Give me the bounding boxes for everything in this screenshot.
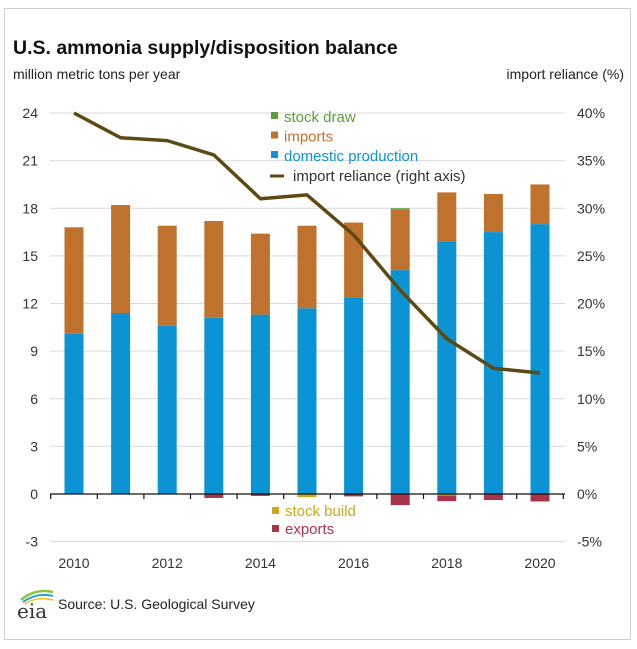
- y2-tick-label: 10%: [577, 391, 605, 407]
- bar-domestic-production: [297, 308, 317, 494]
- bar-domestic-production: [157, 325, 177, 494]
- bar-imports: [204, 220, 224, 318]
- chart-frame: [4, 8, 631, 640]
- bar-exports: [250, 494, 270, 496]
- x-tick-label: 2014: [245, 555, 276, 571]
- bar-domestic-production: [530, 224, 550, 494]
- bar-imports: [111, 205, 131, 314]
- bar-imports: [530, 184, 550, 225]
- y-tick-label: 0: [30, 486, 38, 502]
- bar-imports: [483, 193, 503, 233]
- legend-swatch-domestic-production: [271, 151, 278, 158]
- right-axis-label: import reliance (%): [506, 66, 624, 82]
- x-tick-label: 2010: [58, 555, 89, 571]
- x-tick-label: 2016: [338, 555, 369, 571]
- bar-exports: [530, 494, 550, 502]
- bar-exports: [204, 494, 224, 498]
- y2-tick-label: 20%: [577, 296, 605, 312]
- y-tick-label: -3: [26, 534, 39, 550]
- bar-domestic-production: [483, 232, 503, 494]
- y2-tick-label: 40%: [577, 105, 605, 121]
- bar-imports: [297, 225, 317, 309]
- y2-tick-label: 25%: [577, 248, 605, 264]
- y-tick-label: 21: [22, 153, 38, 169]
- y2-tick-label: 15%: [577, 343, 605, 359]
- legend-label-exports: exports: [285, 521, 334, 538]
- x-tick-label: 2012: [152, 555, 183, 571]
- bar-imports: [390, 209, 410, 271]
- bar-exports: [437, 495, 457, 502]
- bar-exports: [483, 494, 503, 501]
- legend-swatch-stock-build: [272, 507, 279, 514]
- y-tick-label: 12: [22, 296, 38, 312]
- bar-stock-build: [297, 494, 317, 498]
- legend-swatch-stock-draw: [271, 112, 278, 119]
- legend-label-domestic-production: domestic production: [284, 148, 418, 165]
- bar-domestic-production: [390, 270, 410, 494]
- bar-domestic-production: [64, 333, 84, 494]
- source-note: Source: U.S. Geological Survey: [58, 596, 255, 612]
- y2-tick-label: 0%: [577, 486, 597, 502]
- bar-imports: [64, 227, 84, 334]
- bar-exports: [390, 494, 410, 506]
- legend-swatch-imports: [271, 131, 278, 139]
- x-tick-label: 2018: [431, 555, 462, 571]
- bar-domestic-production: [111, 313, 131, 494]
- bar-domestic-production: [344, 297, 364, 494]
- legend-label-import-reliance: import reliance (right axis): [293, 168, 466, 185]
- left-axis-label: million metric tons per year: [13, 66, 181, 82]
- y-tick-label: 24: [22, 105, 38, 121]
- y2-tick-label: -5%: [577, 534, 602, 550]
- y-tick-label: 9: [30, 343, 38, 359]
- bar-stock-build: [437, 494, 457, 496]
- legend-label-stock-build: stock build: [285, 503, 356, 520]
- bar-domestic-production: [204, 317, 224, 494]
- eia-logo-icon: eia: [17, 589, 54, 620]
- legend-label-stock-draw: stock draw: [284, 109, 356, 126]
- legend-label-imports: imports: [284, 129, 333, 146]
- bar-imports: [437, 192, 457, 242]
- y-tick-label: 3: [30, 438, 38, 454]
- legend-swatch-exports: [272, 525, 279, 532]
- bar-imports: [250, 233, 270, 315]
- y-tick-label: 15: [22, 248, 38, 264]
- y2-tick-label: 35%: [577, 153, 605, 169]
- chart-title: U.S. ammonia supply/disposition balance: [13, 37, 398, 59]
- y2-tick-label: 30%: [577, 200, 605, 216]
- bar-imports: [157, 225, 177, 326]
- bar-exports: [344, 494, 364, 497]
- y2-tick-label: 5%: [577, 438, 597, 454]
- x-tick-label: 2020: [524, 555, 555, 571]
- y-tick-label: 18: [22, 200, 38, 216]
- svg-text:eia: eia: [17, 599, 47, 620]
- bar-domestic-production: [250, 314, 270, 494]
- bar-domestic-production: [437, 241, 457, 494]
- y-tick-label: 6: [30, 391, 38, 407]
- bar-stock-draw: [390, 208, 410, 210]
